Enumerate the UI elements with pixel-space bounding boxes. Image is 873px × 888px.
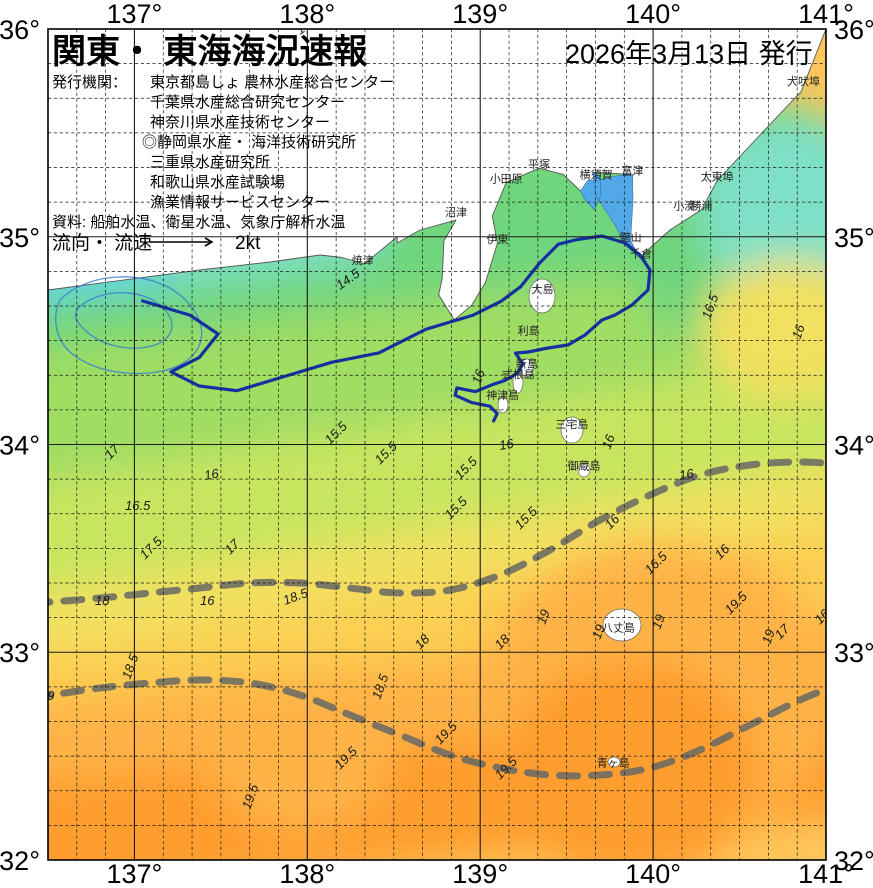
svg-text:館山: 館山 (620, 230, 642, 244)
svg-text:平塚: 平塚 (528, 158, 550, 171)
svg-text:137°: 137° (106, 859, 162, 888)
svg-text:36°: 36° (0, 15, 40, 45)
svg-text:18: 18 (95, 593, 110, 608)
svg-text:34°: 34° (0, 431, 40, 461)
svg-text:三重県水産研究所: 三重県水産研究所 (150, 154, 270, 171)
svg-text:発行機関：: 発行機関： (52, 74, 127, 91)
svg-text:流向・ 流速: 流向・ 流速 (52, 232, 152, 254)
svg-text:和歌山県水産試験場: 和歌山県水産試験場 (150, 174, 285, 191)
svg-text:千倉: 千倉 (630, 247, 652, 261)
svg-text:神奈川県水産技術センター: 神奈川県水産技術センター (150, 114, 330, 131)
svg-text:139°: 139° (452, 859, 508, 888)
svg-text:◎静岡県水産・ 海洋技術研究所: ◎静岡県水産・ 海洋技術研究所 (142, 134, 356, 151)
svg-text:伊東: 伊東 (487, 233, 509, 246)
svg-text:2026年3月13日 発行: 2026年3月13日 発行 (565, 39, 813, 69)
svg-text:35°: 35° (834, 223, 873, 253)
svg-text:小湊: 小湊 (673, 199, 695, 213)
svg-text:漁業情報サービスセンター: 漁業情報サービスセンター (150, 194, 330, 211)
svg-text:33°: 33° (0, 638, 40, 668)
svg-text:34°: 34° (834, 431, 873, 461)
svg-text:三宅島: 三宅島 (555, 417, 588, 431)
svg-text:資料: 船舶水温、衛星水温、気象庁解析水温: 資料: 船舶水温、衛星水温、気象庁解析水温 (52, 214, 345, 231)
svg-text:青ヶ島: 青ヶ島 (597, 756, 630, 770)
svg-text:140°: 140° (625, 0, 681, 29)
svg-text:32°: 32° (834, 846, 873, 876)
svg-text:犬吠埠: 犬吠埠 (787, 74, 820, 88)
svg-text:式根島: 式根島 (502, 367, 535, 381)
svg-text:33°: 33° (834, 638, 873, 668)
svg-text:利島: 利島 (518, 323, 540, 337)
svg-text:36°: 36° (834, 15, 873, 45)
svg-text:16: 16 (200, 593, 215, 608)
svg-text:千葉県水産総合研究センター: 千葉県水産総合研究センター (150, 94, 345, 111)
svg-text:138°: 138° (279, 859, 335, 888)
svg-text:横須賀: 横須賀 (580, 168, 613, 182)
svg-text:沼津: 沼津 (445, 205, 467, 219)
svg-text:関東・ 東海海況速報: 関東・ 東海海況速報 (52, 33, 367, 71)
svg-text:2kt: 2kt (235, 233, 261, 254)
svg-text:140°: 140° (625, 859, 681, 888)
svg-text:137°: 137° (106, 0, 162, 29)
svg-text:32°: 32° (0, 846, 40, 876)
svg-text:16.5: 16.5 (125, 498, 151, 513)
svg-text:139°: 139° (452, 0, 508, 29)
svg-text:東京都島しょ 農林水産総合センター: 東京都島しょ 農林水産総合センター (150, 74, 394, 91)
svg-text:神津島: 神津島 (486, 388, 519, 402)
svg-text:35°: 35° (0, 223, 40, 253)
svg-text:大島: 大島 (532, 282, 554, 296)
svg-text:御蔵島: 御蔵島 (568, 458, 601, 472)
svg-text:焼津: 焼津 (352, 254, 374, 267)
svg-text:富津: 富津 (621, 163, 643, 177)
svg-text:太東埠: 太東埠 (701, 170, 734, 184)
svg-text:138°: 138° (279, 0, 335, 29)
svg-text:小田原: 小田原 (490, 173, 523, 186)
